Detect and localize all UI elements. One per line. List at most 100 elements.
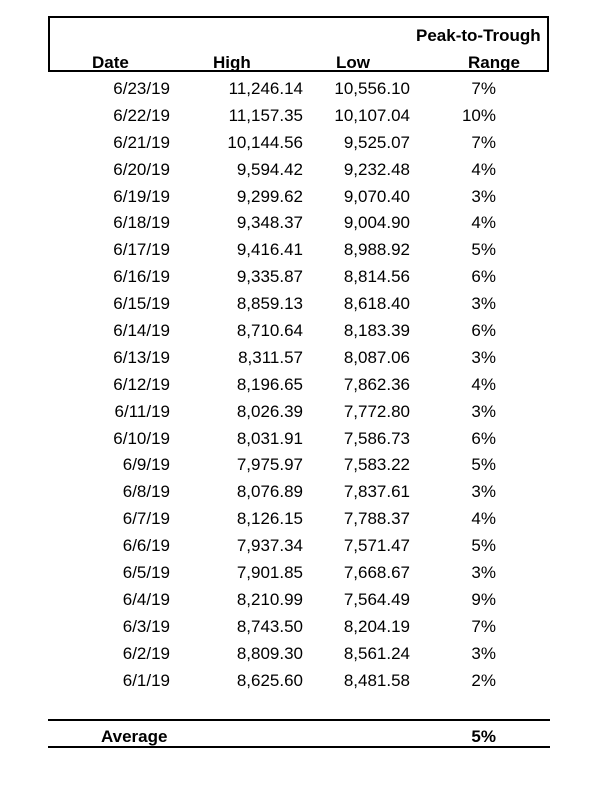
date-cell: 6/11/19	[114, 401, 170, 421]
date-cell: 6/14/19	[113, 321, 170, 341]
table-body: 6/23/19 11,246.14 10,556.10 7% 6/22/19 11,157…	[0, 77, 600, 695]
table-row: 6/15/19 8,859.13 8,618.40 3%	[0, 292, 600, 319]
date-cell: 6/3/19	[122, 616, 170, 636]
date-cell: 6/23/19	[113, 79, 170, 98]
table-row: 6/6/19 7,937.34 7,571.47 5%	[0, 534, 600, 561]
low-cell: 7,862.36	[343, 374, 410, 394]
date-cell: 6/18/19	[113, 213, 170, 233]
low-cell: 8,618.40	[343, 294, 410, 314]
table-row: 6/11/19 8,026.39 7,772.80 3%	[0, 400, 600, 427]
table-row: 6/21/19 10,144.56 9,525.07 7%	[0, 131, 600, 158]
range-cell: 5%	[471, 240, 496, 260]
date-cell: 6/4/19	[122, 589, 170, 609]
high-cell: 11,157.35	[228, 105, 303, 125]
range-cell: 4%	[471, 159, 496, 179]
range-cell: 2%	[471, 670, 496, 690]
low-cell: 10,556.10	[334, 79, 410, 98]
range-cell: 6%	[471, 267, 496, 287]
high-cell: 8,126.15	[236, 509, 303, 529]
date-cell: 6/1/19	[122, 670, 170, 690]
low-cell: 9,004.90	[343, 213, 410, 233]
low-cell: 8,183.39	[343, 321, 410, 341]
low-cell: 8,561.24	[343, 643, 410, 663]
high-cell: 8,743.50	[236, 616, 303, 636]
table-row: 6/3/19 8,743.50 8,204.19 7%	[0, 615, 600, 642]
date-cell: 6/2/19	[122, 643, 170, 663]
range-cell: 3%	[471, 482, 496, 502]
high-cell: 8,026.39	[236, 401, 303, 421]
high-cell: 10,144.56	[227, 132, 303, 152]
table-row: 6/10/19 8,031.91 7,586.73 6%	[0, 427, 600, 454]
range-cell: 7%	[471, 132, 496, 152]
high-cell: 8,196.65	[236, 374, 303, 394]
range-cell: 5%	[471, 536, 496, 556]
date-cell: 6/22/19	[113, 105, 170, 125]
table-row: 6/22/19 11,157.35 10,107.04 10%	[0, 104, 600, 131]
high-cell: 9,299.62	[236, 186, 303, 206]
date-cell: 6/6/19	[122, 536, 170, 556]
range-header-bottom: Range	[468, 53, 520, 72]
date-cell: 6/15/19	[113, 294, 170, 314]
high-cell: 7,901.85	[236, 563, 303, 583]
table-header-box	[48, 16, 549, 72]
date-cell: 6/8/19	[122, 482, 170, 502]
high-cell: 9,416.41	[236, 240, 303, 260]
table-row: 6/12/19 8,196.65 7,862.36 4%	[0, 373, 600, 400]
range-cell: 4%	[471, 374, 496, 394]
average-range-value: 5%	[471, 727, 496, 746]
table-row: 6/17/19 9,416.41 8,988.92 5%	[0, 238, 600, 265]
date-cell: 6/9/19	[122, 455, 170, 475]
date-cell: 6/20/19	[113, 159, 170, 179]
range-cell: 4%	[471, 509, 496, 529]
high-cell: 11,246.14	[228, 79, 303, 98]
table-row: 6/4/19 8,210.99 7,564.49 9%	[0, 588, 600, 615]
low-cell: 8,087.06	[343, 347, 410, 367]
date-cell: 6/10/19	[113, 428, 170, 448]
table-row: 6/1/19 8,625.60 8,481.58 2%	[0, 669, 600, 696]
low-cell: 7,772.80	[343, 401, 410, 421]
high-cell: 8,210.99	[236, 589, 303, 609]
average-bottom-rule	[48, 746, 550, 748]
table-row: 6/2/19 8,809.30 8,561.24 3%	[0, 642, 600, 669]
low-cell: 8,814.56	[343, 267, 410, 287]
range-cell: 7%	[471, 616, 496, 636]
low-cell: 9,525.07	[343, 132, 410, 152]
low-cell: 8,204.19	[343, 616, 410, 636]
date-header: Date	[92, 53, 129, 72]
low-cell: 7,571.47	[343, 536, 410, 556]
date-cell: 6/17/19	[113, 240, 170, 260]
date-cell: 6/16/19	[113, 267, 170, 287]
high-cell: 8,625.60	[236, 670, 303, 690]
date-cell: 6/21/19	[113, 132, 170, 152]
high-cell: 7,975.97	[236, 455, 303, 475]
high-cell: 8,311.57	[238, 347, 303, 367]
low-header: Low	[336, 53, 370, 72]
table-row: 6/7/19 8,126.15 7,788.37 4%	[0, 507, 600, 534]
high-cell: 9,335.87	[236, 267, 303, 287]
range-cell: 4%	[471, 213, 496, 233]
table-row: 6/14/19 8,710.64 8,183.39 6%	[0, 319, 600, 346]
date-cell: 6/5/19	[122, 563, 170, 583]
high-cell: 8,809.30	[236, 643, 303, 663]
high-cell: 8,710.64	[236, 321, 303, 341]
high-cell: 7,937.34	[236, 536, 303, 556]
date-cell: 6/12/19	[113, 374, 170, 394]
date-cell: 6/13/19	[113, 347, 170, 367]
table-row: 6/23/19 11,246.14 10,556.10 7%	[0, 77, 600, 104]
table-row: 6/5/19 7,901.85 7,668.67 3%	[0, 561, 600, 588]
range-cell: 3%	[471, 294, 496, 314]
range-cell: 3%	[471, 563, 496, 583]
low-cell: 7,586.73	[343, 428, 410, 448]
low-cell: 7,583.22	[343, 455, 410, 475]
range-cell: 7%	[471, 79, 496, 98]
high-cell: 8,031.91	[236, 428, 303, 448]
date-cell: 6/19/19	[113, 186, 170, 206]
range-cell: 10%	[461, 105, 496, 125]
table-row: 6/20/19 9,594.42 9,232.48 4%	[0, 158, 600, 185]
range-cell: 5%	[471, 455, 496, 475]
range-cell: 3%	[471, 401, 496, 421]
range-header-top: Peak-to-Trough	[416, 26, 541, 45]
average-label: Average	[101, 727, 168, 746]
high-cell: 8,076.89	[236, 482, 303, 502]
low-cell: 7,788.37	[343, 509, 410, 529]
